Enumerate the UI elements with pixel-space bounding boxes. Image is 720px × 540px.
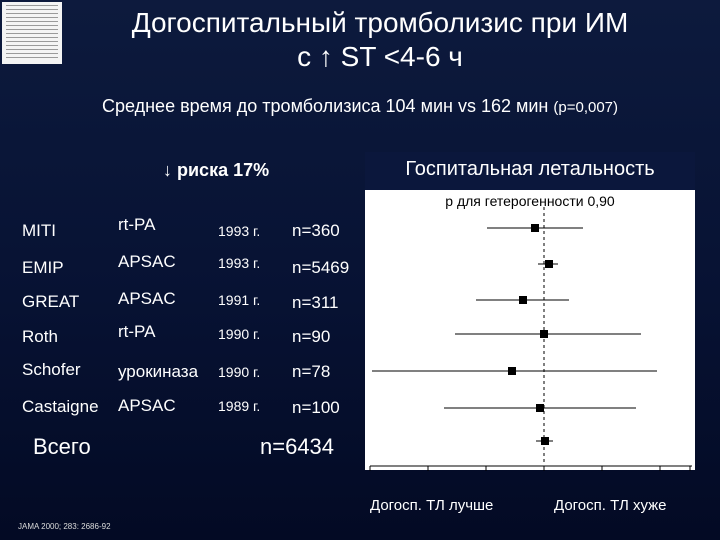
study-drug: APSAC	[118, 289, 176, 308]
point-total	[541, 437, 549, 445]
study-drug: rt-PA	[118, 215, 156, 234]
study-drug: APSAC	[118, 396, 176, 415]
subtitle-text: Среднее время до тромболизиса 104 мин vs…	[101, 96, 549, 116]
study-name: Schofer	[22, 360, 81, 379]
subtitle: Среднее время до тромболизиса 104 мин vs…	[0, 96, 720, 117]
point-great	[519, 296, 527, 304]
point-castaigne	[536, 404, 544, 412]
study-year: 1990 г.	[218, 326, 261, 342]
study-n: n=100	[292, 398, 340, 417]
study-year: 1993 г.	[218, 255, 261, 271]
point-emip	[545, 260, 553, 268]
heterogeneity-p: p для гетерогенности 0,90	[445, 193, 615, 209]
study-n: n=311	[292, 293, 339, 312]
point-roth	[540, 330, 548, 338]
subtitle-p-value: (p=0,007)	[553, 99, 619, 116]
study-year: 1993 г.	[218, 223, 261, 239]
total-n: n=6434	[260, 434, 335, 459]
study-drug: rt-PA	[118, 322, 156, 341]
study-name: GREAT	[22, 292, 80, 311]
axis-label-right: Догосп. ТЛ хуже	[554, 497, 667, 514]
point-schofer	[508, 367, 516, 375]
study-year: 1989 г.	[218, 398, 261, 414]
study-drug: APSAC	[118, 252, 176, 271]
study-drug: урокиназа	[118, 362, 199, 381]
forest-plot-title: Госпитальная летальность	[365, 152, 695, 190]
forest-plot-panel: Госпитальная летальность p для гетероген…	[365, 152, 695, 470]
study-name: EMIP	[22, 258, 64, 277]
total-label: Всего	[33, 434, 91, 459]
study-n: n=360	[292, 221, 340, 240]
risk-reduction: ↓ риска 17%	[163, 160, 270, 180]
slide-title: Догоспитальный тромболизис при ИМ с ↑ ST…	[60, 6, 700, 74]
study-n: n=78	[292, 362, 331, 381]
study-year: 1991 г.	[218, 292, 261, 308]
study-year: 1990 г.	[218, 364, 261, 380]
article-thumbnail	[2, 2, 62, 64]
study-n: n=5469	[292, 258, 350, 277]
title-line-1: Догоспитальный тромболизис при ИМ	[131, 7, 629, 38]
title-line-2: с ↑ ST <4-6 ч	[297, 41, 463, 72]
axis-label-left: Догосп. ТЛ лучше	[370, 497, 494, 514]
study-name: Castaigne	[22, 397, 99, 416]
point-miti	[531, 224, 539, 232]
study-n: n=90	[292, 327, 331, 346]
study-name: Roth	[22, 327, 58, 346]
reference-citation: JAMA 2000; 283: 2686-92	[18, 522, 111, 531]
study-name: MITI	[22, 221, 56, 240]
